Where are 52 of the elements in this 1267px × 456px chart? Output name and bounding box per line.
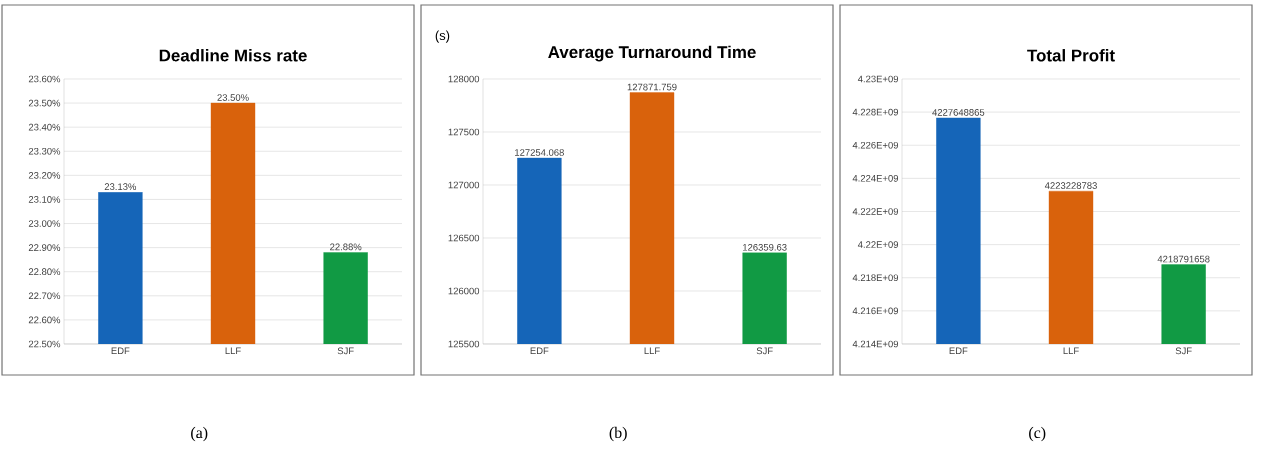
data-label: 4218791658 (1157, 255, 1210, 263)
y-tick-label: 23.40% (28, 123, 61, 131)
text: (c) (1029, 426, 1046, 442)
y-tick-label: 23.10% (28, 196, 61, 203)
y-tick-label: 128000 (448, 75, 480, 83)
y-tick-label: 4.222E+09 (852, 208, 899, 215)
y-tick-label: 4.224E+09 (852, 175, 899, 182)
y-tick-label: 127500 (448, 128, 480, 136)
data-label: 127871.759 (627, 83, 677, 91)
y-tick-label: 126500 (448, 234, 480, 242)
y-tick-label: 23.60% (28, 75, 61, 83)
x-tick-label: LLF (1063, 347, 1079, 355)
y-tick-label: 23.00% (28, 220, 61, 227)
y-tick-label: 22.90% (28, 244, 61, 251)
y-tick-label: 4.216E+09 (852, 307, 899, 315)
text: (b) (609, 426, 627, 442)
text: (a) (191, 426, 208, 442)
x-tick-label: SJF (337, 347, 354, 355)
chart-title: Total Profit (1027, 49, 1115, 62)
x-tick-label: SJF (756, 347, 773, 355)
data-label: 22.88% (330, 243, 362, 251)
y-tick-label: 127000 (448, 181, 480, 189)
y-tick-label: 4.214E+09 (852, 340, 899, 348)
y-tick-label: 22.60% (28, 316, 61, 324)
chart-title: Deadline Miss rate (159, 49, 307, 62)
y-tick-label: 23.30% (28, 147, 61, 155)
y-tick-label: 4.218E+09 (852, 274, 899, 282)
y-tick-label: 4.226E+09 (852, 141, 899, 149)
y-tick-label: 22.70% (28, 292, 61, 300)
y-tick-label: 4.23E+09 (857, 75, 899, 83)
data-label: 4227648865 (932, 109, 985, 116)
y-tick-label: 22.50% (28, 340, 61, 348)
y-axis-title: (s) (435, 30, 450, 43)
y-tick-label: 4.22E+09 (857, 241, 899, 248)
x-tick-label: EDF (111, 347, 130, 355)
x-tick-label: EDF (530, 347, 549, 355)
x-tick-label: EDF (949, 347, 968, 355)
y-tick-label: 4.228E+09 (852, 108, 899, 116)
x-tick-label: LLF (225, 347, 241, 355)
x-tick-label: LLF (644, 347, 660, 355)
x-tick-label: SJF (1175, 347, 1192, 355)
y-tick-label: 23.50% (28, 99, 61, 107)
data-label: 23.13% (104, 183, 137, 191)
chart-title: Average Turnaround Time (548, 45, 756, 62)
data-label: 126359.63 (743, 243, 787, 251)
y-tick-label: 23.20% (28, 172, 61, 179)
y-tick-label: 125500 (448, 340, 480, 348)
data-label: 4223228783 (1044, 182, 1097, 189)
y-tick-label: 126000 (448, 287, 480, 295)
data-label: 127254.068 (515, 149, 564, 156)
y-tick-label: 22.80% (28, 268, 61, 276)
data-label: 23.50% (217, 94, 249, 101)
